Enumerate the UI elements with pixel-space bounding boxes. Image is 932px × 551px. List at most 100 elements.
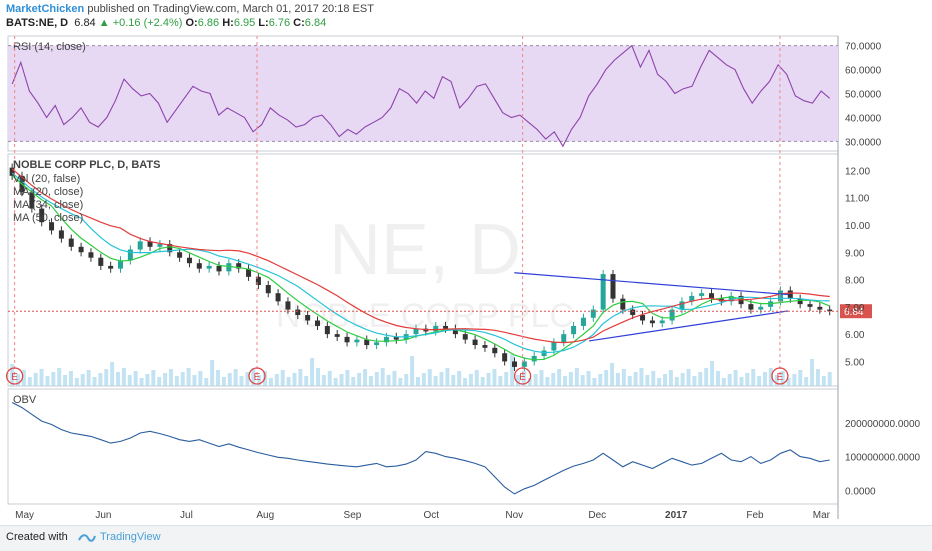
x-tick-label: 2017 bbox=[665, 510, 688, 521]
candle-body bbox=[620, 298, 626, 310]
volume-bar bbox=[798, 370, 803, 386]
candle-body bbox=[334, 334, 340, 337]
x-tick-label: May bbox=[15, 510, 34, 521]
author-link[interactable]: MarketChicken bbox=[6, 3, 85, 15]
price-legend-item: MA (20, close) bbox=[13, 186, 83, 198]
volume-bar bbox=[321, 375, 326, 386]
obv-line bbox=[11, 402, 830, 495]
candle-body bbox=[88, 252, 94, 258]
tradingview-brand[interactable]: TradingView bbox=[100, 531, 161, 543]
volume-bar bbox=[186, 368, 191, 386]
candle-body bbox=[502, 353, 508, 362]
volume-bar bbox=[663, 374, 668, 386]
volume-bar bbox=[721, 378, 726, 386]
candle-body bbox=[649, 320, 655, 324]
price-tick-label: 12.00 bbox=[845, 166, 870, 177]
candle-body bbox=[669, 309, 675, 321]
obv-title: OBV bbox=[13, 394, 37, 406]
volume-bar bbox=[627, 376, 632, 386]
volume-bar bbox=[786, 378, 791, 386]
volume-bar bbox=[233, 369, 238, 386]
candle-body bbox=[9, 167, 15, 176]
chart-area[interactable]: 70.0000 60.0000 50.0000 40.0000 30.0000 RSI (… bbox=[0, 34, 932, 524]
candle-body bbox=[551, 342, 557, 351]
x-tick-label: Nov bbox=[505, 510, 523, 521]
candle-body bbox=[305, 315, 311, 321]
volume-bar bbox=[527, 378, 532, 386]
candle-body bbox=[817, 306, 823, 310]
candle-body bbox=[610, 274, 616, 299]
candle-body bbox=[98, 257, 104, 266]
candle-body bbox=[315, 320, 320, 326]
candle-body bbox=[137, 241, 143, 250]
candle-body bbox=[787, 290, 793, 299]
close-label: C: bbox=[293, 17, 305, 29]
created-with-text: Created with bbox=[6, 531, 68, 543]
volume-bar bbox=[145, 374, 150, 386]
ma34-line bbox=[11, 172, 830, 354]
volume-bar bbox=[421, 373, 426, 386]
candle-body bbox=[344, 336, 350, 343]
volume-bar bbox=[121, 368, 126, 386]
low-label: L: bbox=[258, 17, 269, 29]
volume-bar bbox=[774, 375, 779, 386]
price-tick-label: 10.00 bbox=[845, 221, 870, 232]
candle-body bbox=[383, 336, 389, 343]
volume-bar bbox=[92, 377, 97, 386]
volume-bar bbox=[374, 372, 379, 386]
volume-bar bbox=[27, 377, 32, 386]
volume-bar bbox=[604, 370, 609, 386]
candle-body bbox=[689, 295, 695, 302]
volume-bar bbox=[57, 368, 62, 386]
candle-body bbox=[679, 301, 685, 310]
volume-bar bbox=[515, 375, 520, 386]
candle-body bbox=[275, 293, 281, 302]
volume-bar bbox=[139, 378, 144, 386]
candle-body bbox=[580, 317, 586, 326]
candle-body bbox=[127, 249, 133, 261]
volume-bar bbox=[157, 377, 162, 386]
volume-bar bbox=[292, 373, 297, 386]
volume-bar bbox=[39, 369, 44, 386]
volume-bar bbox=[368, 376, 373, 386]
volume-bar bbox=[504, 372, 509, 386]
volume-bar bbox=[621, 369, 626, 386]
volume-bar bbox=[592, 378, 597, 386]
volume-bar bbox=[180, 372, 185, 386]
candle-body bbox=[295, 309, 301, 316]
volume-bar bbox=[339, 374, 344, 386]
candle-body bbox=[177, 252, 183, 258]
earnings-marker-icon bbox=[513, 367, 532, 385]
volume-bar bbox=[651, 371, 656, 386]
volume-bar bbox=[639, 368, 644, 386]
earnings-marker-label: E bbox=[11, 372, 18, 383]
volume-bar bbox=[821, 376, 826, 386]
volume-bar bbox=[104, 369, 109, 386]
candle-body bbox=[827, 309, 833, 312]
price-title: NOBLE CORP PLC, D, BATS bbox=[13, 159, 161, 171]
price-legend-item: MA (50, close) bbox=[13, 212, 83, 224]
rsi-tick-label: 70.0000 bbox=[845, 42, 882, 53]
obv-tick-label: 100000000.0000 bbox=[845, 453, 921, 464]
volume-bar bbox=[251, 368, 256, 386]
volume-bar bbox=[239, 376, 244, 386]
candle-body bbox=[255, 276, 261, 286]
volume-bar bbox=[33, 373, 38, 386]
high-label: H: bbox=[222, 17, 234, 29]
volume-bar bbox=[404, 374, 409, 386]
volume-bar bbox=[204, 378, 209, 386]
candle-body bbox=[29, 192, 35, 209]
volume-bar bbox=[827, 372, 832, 386]
candle-body bbox=[393, 336, 399, 340]
candle-body bbox=[571, 325, 577, 335]
candle-body bbox=[600, 274, 606, 310]
volume-bar bbox=[116, 372, 121, 386]
volume-bar bbox=[568, 372, 573, 386]
volume-bar bbox=[327, 371, 332, 386]
volume-bar bbox=[751, 369, 756, 386]
candle-body bbox=[452, 328, 458, 335]
volume-bar bbox=[280, 370, 285, 386]
earnings-marker-label: E bbox=[777, 372, 784, 383]
volume-bar bbox=[415, 377, 420, 386]
footer-bar: Created with TradingView bbox=[0, 525, 932, 551]
